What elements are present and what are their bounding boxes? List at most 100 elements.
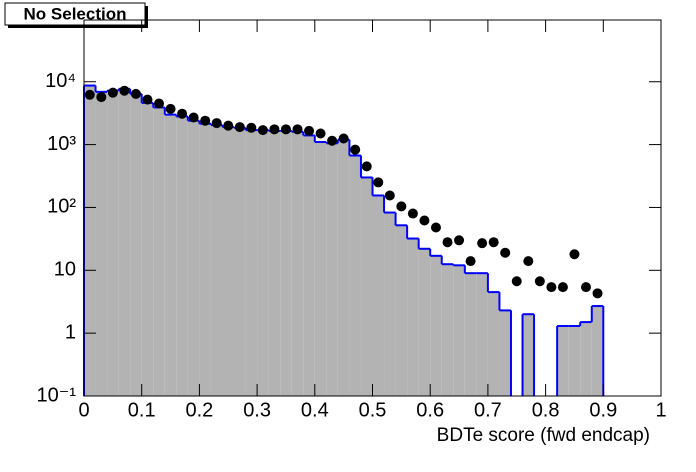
data-point xyxy=(557,282,568,293)
y-tick-label: 10³ xyxy=(47,133,76,155)
hist-bar xyxy=(84,85,96,397)
data-point xyxy=(142,94,153,105)
hist-bar xyxy=(95,91,108,396)
hist-bar xyxy=(499,310,511,396)
data-point xyxy=(477,238,488,249)
data-point xyxy=(84,89,95,100)
hist-bar xyxy=(176,116,188,396)
x-tick-label: 0.6 xyxy=(416,399,444,421)
data-point xyxy=(223,120,234,131)
hist-bar xyxy=(234,127,246,396)
hist-bar xyxy=(303,135,315,396)
y-tick-label: 10⁻¹ xyxy=(37,384,77,406)
hist-bar xyxy=(591,306,604,396)
hist-bar xyxy=(476,273,488,396)
data-point xyxy=(592,288,603,299)
x-tick-label: 0 xyxy=(78,399,89,421)
hist-bar xyxy=(326,143,338,396)
data-point xyxy=(546,282,557,293)
hist-bar xyxy=(395,225,408,396)
data-point xyxy=(350,144,361,155)
hist-bar xyxy=(453,265,465,396)
hist-bar xyxy=(141,102,154,396)
hist-bar xyxy=(464,273,477,396)
hist-bar xyxy=(372,195,385,396)
data-point xyxy=(165,103,176,114)
data-point xyxy=(130,88,141,99)
hist-bar xyxy=(257,130,269,396)
hist-bar xyxy=(360,177,373,396)
hist-bar xyxy=(164,114,177,396)
data-point xyxy=(465,256,476,267)
data-point xyxy=(338,133,349,144)
hist-bar xyxy=(384,212,396,396)
hist-bar xyxy=(522,314,535,396)
hist-bar xyxy=(407,238,419,396)
data-point xyxy=(430,222,441,233)
x-tick-label: 1 xyxy=(655,399,666,421)
data-point xyxy=(580,282,591,293)
data-point xyxy=(119,85,130,96)
hist-bar xyxy=(557,325,569,396)
data-point xyxy=(373,177,384,188)
data-point xyxy=(234,122,245,133)
hist-bar xyxy=(418,248,431,396)
hist-bar xyxy=(568,325,581,396)
x-tick-label: 0.9 xyxy=(589,399,617,421)
data-point xyxy=(200,115,211,126)
chart-title: No Selection xyxy=(24,4,127,23)
hist-bar xyxy=(245,130,258,396)
hist-bar xyxy=(187,120,200,396)
x-tick-label: 0.7 xyxy=(474,399,502,421)
hist-bar xyxy=(130,93,142,396)
data-point xyxy=(327,135,338,146)
y-tick-label: 10² xyxy=(47,196,76,218)
y-tick-label: 10 xyxy=(54,259,76,281)
data-point xyxy=(361,161,372,172)
x-tick-label: 0.3 xyxy=(243,399,271,421)
hist-bar xyxy=(314,141,327,396)
hist-bar xyxy=(268,130,281,396)
data-point xyxy=(569,249,580,260)
data-point xyxy=(177,108,188,119)
x-tick-label: 0.2 xyxy=(185,399,213,421)
hist-bar xyxy=(199,123,211,396)
x-axis-label: BDTe score (fwd endcap) xyxy=(437,425,650,446)
data-point xyxy=(188,112,199,123)
data-point xyxy=(246,122,257,133)
hist-bar xyxy=(118,88,131,397)
x-tick-label: 0.8 xyxy=(532,399,560,421)
data-point xyxy=(511,276,522,287)
hist-bar xyxy=(153,107,165,397)
data-point xyxy=(500,247,511,258)
data-point xyxy=(407,208,418,219)
x-tick-label: 0.5 xyxy=(359,399,387,421)
data-point xyxy=(269,124,280,135)
data-point xyxy=(315,128,326,139)
data-point xyxy=(534,276,545,287)
hist-bar xyxy=(337,139,350,396)
data-point xyxy=(384,190,395,201)
data-point xyxy=(396,201,407,212)
data-point xyxy=(304,125,315,136)
x-tick-label: 0.1 xyxy=(128,399,156,421)
data-point xyxy=(211,118,222,129)
hist-bar xyxy=(291,131,304,396)
data-point xyxy=(280,124,291,135)
hist-bar xyxy=(222,127,235,397)
y-tick-label: 10⁴ xyxy=(45,70,76,92)
hist-bar xyxy=(430,255,442,396)
data-point xyxy=(257,125,268,136)
hist-bar xyxy=(107,90,119,396)
data-point xyxy=(107,87,118,98)
x-tick-label: 0.4 xyxy=(301,399,329,421)
hist-bar xyxy=(280,130,292,396)
data-point xyxy=(488,237,499,248)
data-point xyxy=(442,237,453,248)
hist-bar xyxy=(441,264,454,396)
data-point xyxy=(154,98,165,109)
hist-bar xyxy=(349,155,361,396)
data-point xyxy=(419,215,430,226)
data-point xyxy=(523,256,534,267)
